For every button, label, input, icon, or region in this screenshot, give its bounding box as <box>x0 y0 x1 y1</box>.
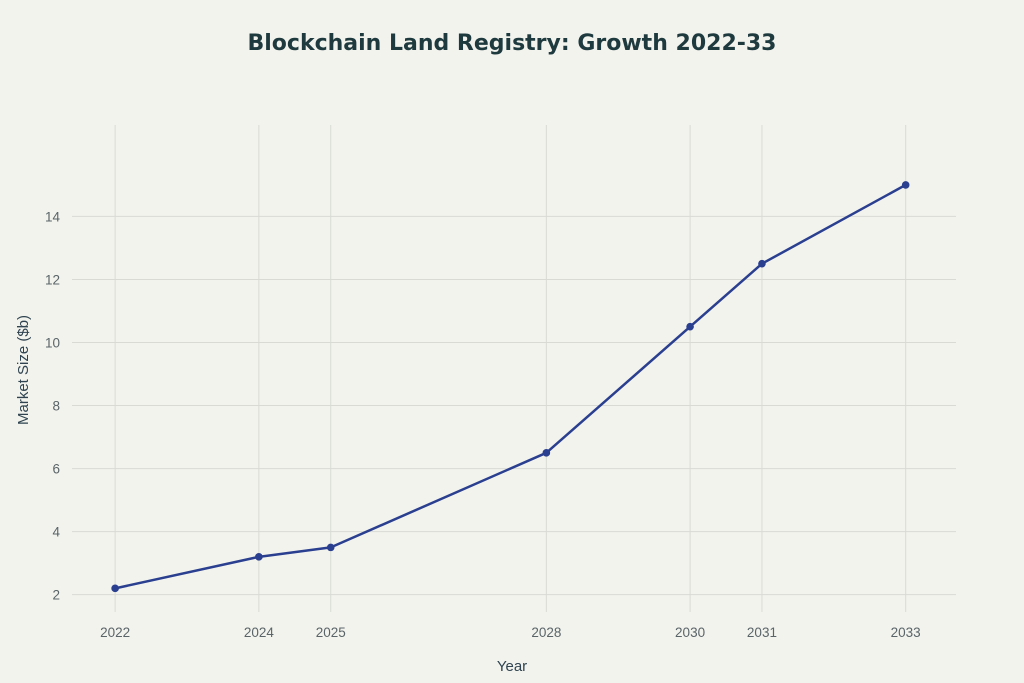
x-tick-label: 2033 <box>891 625 921 640</box>
y-axis-label: Market Size ($b) <box>15 315 32 425</box>
y-tick-label: 6 <box>52 462 60 477</box>
series <box>111 181 910 593</box>
y-tick-label: 10 <box>45 335 60 350</box>
data-point[interactable] <box>326 543 335 552</box>
x-tick-label: 2024 <box>244 625 275 640</box>
x-tick-label: 2031 <box>747 625 777 640</box>
chart-title: Blockchain Land Registry: Growth 2022-33 <box>247 31 776 56</box>
data-point[interactable] <box>255 553 263 561</box>
x-tick-label: 2028 <box>531 625 561 640</box>
y-tick-label: 14 <box>45 209 61 224</box>
y-tick-label: 4 <box>52 525 60 540</box>
x-tick-label: 2025 <box>316 625 346 640</box>
data-point[interactable] <box>542 449 551 457</box>
x-tick-label: 2022 <box>100 625 130 640</box>
data-point[interactable] <box>758 259 766 268</box>
tick-labels: 2 4 6 8 10 12 14 2022 2024 2025 2028 2030 2031 2033 <box>45 209 921 640</box>
y-tick-label: 8 <box>52 399 60 414</box>
data-point[interactable] <box>686 322 694 331</box>
data-point[interactable] <box>901 181 910 189</box>
x-axis-label: Year <box>497 658 527 675</box>
x-tick-label: 2030 <box>675 625 705 640</box>
grid <box>72 125 956 612</box>
data-point[interactable] <box>111 584 119 593</box>
y-tick-label: 12 <box>45 272 60 287</box>
y-tick-label: 2 <box>52 588 60 603</box>
